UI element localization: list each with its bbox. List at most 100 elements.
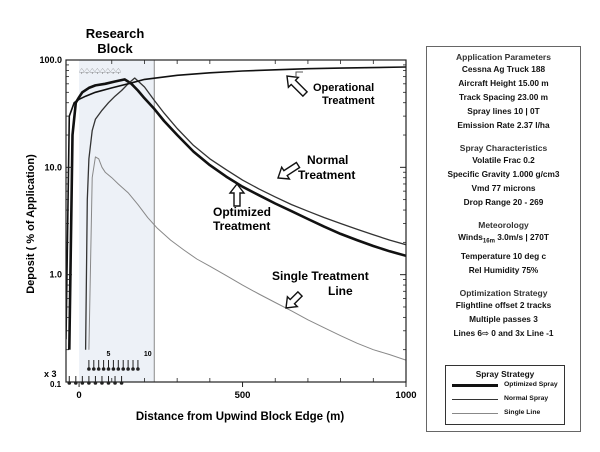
aircraft-icon: ♤ [83,67,90,76]
series-operational-treatment [66,66,406,340]
spray-line-pin-head [101,367,106,371]
winds-label: Winds [458,232,483,242]
meteorology-title: Meteorology [478,220,529,230]
spray-line-pin-head [87,381,91,385]
y-min-label: 0.1 [50,380,62,389]
y-tick-label: 100.0 [39,55,62,65]
arrow-normal-icon [277,161,301,180]
param-row: Spray lines 10 | 0T [467,106,540,116]
legend-label: Normal Spray [504,395,549,402]
spray-line-pin-head [136,367,140,371]
annotation-operational-line1: Operational [313,82,374,94]
x-axis-title: Distance from Upwind Block Edge (m) [136,411,344,423]
lines-row: Lines 6⇨ 0 and 3x Line -1 [427,326,580,340]
aircraft-icon: ♤ [115,67,122,76]
annotation-single-line2: Line [328,284,353,298]
aircraft-icon: ♤ [78,67,85,76]
spray-line-pin-head [74,381,78,385]
legend-swatch-optimized [452,384,498,387]
param-row: Rel Humidity 75% [468,264,539,275]
spray-line-pin-head [126,367,130,371]
spray-line-pin-head [67,381,72,385]
winds-height: 16m [482,238,495,245]
application-parameters-title: Application Parameters [456,52,551,62]
spray-line-pin-head [116,367,121,371]
spray-line-pin-head [111,367,116,371]
spray-line-pin-head [80,381,85,385]
spray-line-pin-head [113,381,117,385]
spray-characteristics-title: Spray Characteristics [459,143,548,153]
legend-swatch-normal [452,399,498,400]
spray-line-pin-head [131,367,135,371]
legend-item-optimized: Optimized Spray [446,379,564,393]
aircraft-icon: ♤ [104,67,111,76]
research-block-area [79,60,155,382]
optimization-strategy-title: Optimization Strategy [459,287,548,298]
chart-title-line2: Block [97,41,133,56]
spray-line-pin-head [106,381,111,385]
param-row: Specific Gravity 1.000 g/cm3 [447,169,560,179]
annotation-operational-line2: Treatment [322,95,375,107]
line-count-label: 5 [107,351,111,358]
series-normal-spray [84,77,406,350]
annotation-normal-line1: Normal [307,153,348,167]
lines-pre: Lines 6 [453,327,483,338]
winds-row: Winds16m 3.0m/s | 270T [427,230,580,249]
param-row: Flightline offset 2 tracks [455,299,552,310]
param-row: Track Spacing 23.00 m [458,92,548,102]
right-arrow-icon: ⇨ [482,327,489,338]
y-axis-title: Deposit ( % of Application) [25,154,37,294]
x-tick-label: 0 [76,390,81,401]
legend-label: Single Line [504,409,541,416]
x-tick-label: 1000 [395,390,416,401]
series-optimized-spray [68,78,406,350]
legend: Spray Strategy Optimized Spray Normal Sp… [445,365,565,425]
lines-post: 0 and 3x Line -1 [488,327,554,338]
arrow-operational-icon [286,75,309,98]
legend-swatch-single [452,413,498,414]
annotation-optimized-line1: Optimized [213,205,271,219]
annotation-optimized-line2: Treatment [213,219,270,233]
aircraft-icon: ♤ [99,67,106,76]
series-single-line [88,156,406,361]
x-tick-label: 500 [235,390,251,401]
application-rows: Cessna Ag Truck 188 Aircraft Height 15.0… [427,62,580,132]
aircraft-icon: ♤ [89,67,96,76]
multiplier-label: x 3 [44,369,57,379]
param-row: Aircraft Height 15.00 m [458,78,549,88]
arrow-optimized-icon [228,182,246,207]
spray-line-pin-head [106,367,111,371]
legend-label: Optimized Spray [504,381,558,388]
param-row: Multiple passes 3 [469,313,538,324]
arrow-single-icon [285,290,304,309]
param-row: Vmd 77 microns [471,183,536,193]
aircraft-icon: ♤ [94,67,101,76]
spray-line-pin-head [91,367,96,371]
spray-line-pin-head [93,381,98,385]
operational-bracket [295,71,303,78]
legend-item-normal: Normal Spray [446,393,564,407]
y-tick-label: 10.0 [44,162,62,172]
legend-item-single: Single Line [446,407,564,421]
param-row: Volatile Frac 0.2 [472,155,535,165]
legend-title: Spray Strategy [475,369,535,379]
winds-value: 3.0m/s | 270T [494,232,549,242]
spray-line-pin-head [96,367,101,371]
y-tick-label: 1.0 [49,270,62,280]
spray-line-pin-head [87,367,91,371]
spray-line-pin-head [119,381,124,385]
param-row: Drop Range 20 - 269 [463,197,544,207]
annotation-single-line1: Single Treatment [272,269,369,283]
spray-line-pin-head [100,381,104,385]
chart-title-line1: Research [86,26,145,41]
param-row: Emission Rate 2.37 l/ha [457,120,550,130]
aircraft-icon: ♤ [109,67,116,76]
spray-line-pin-head [121,367,126,371]
plot-frame [65,59,407,383]
line-count-label: 10 [144,351,152,358]
param-row: Temperature 10 deg c [460,250,547,261]
parameters-panel: Application Parameters Cessna Ag Truck 1… [426,46,581,432]
annotation-normal-line2: Treatment [298,168,355,182]
param-row: Cessna Ag Truck 188 [461,64,546,74]
